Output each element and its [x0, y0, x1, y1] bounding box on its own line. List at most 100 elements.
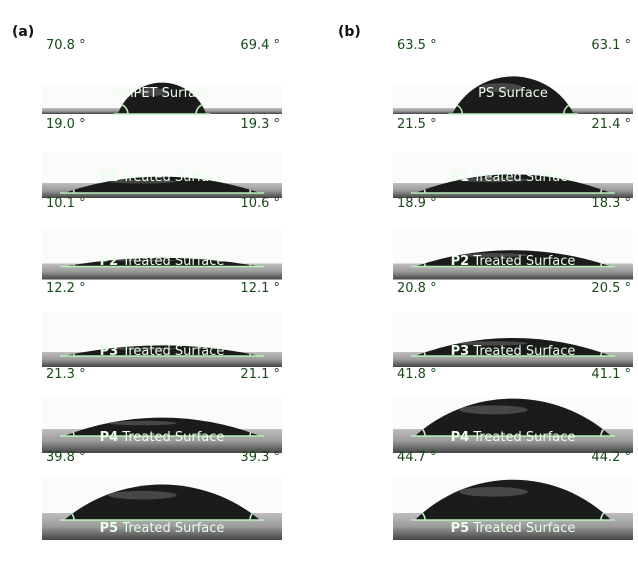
angle-marker — [120, 103, 129, 115]
angle-marker — [600, 352, 603, 357]
surface-caption: P2 Treated Surface — [393, 254, 633, 270]
treatment-prefix: P3 — [99, 344, 119, 359]
angle-marker — [423, 189, 426, 194]
treatment-prefix: P4 — [450, 430, 470, 445]
surface-caption: P4 Treated Surface — [393, 430, 633, 446]
surface-caption: P2 Treated Surface — [42, 254, 282, 270]
surface-caption: P5 Treated Surface — [42, 521, 282, 537]
left-contact-angle: 70.8 ° — [46, 38, 86, 53]
a-panel-4: 12.2 ° 12.1 ° P3 Treated Surface — [42, 281, 282, 367]
angle-marker — [249, 432, 252, 437]
treatment-prefix: P5 — [450, 521, 470, 536]
treatment-prefix: P5 — [99, 521, 119, 536]
surface-caption: amPET Surface — [42, 86, 282, 102]
right-contact-angle: 69.4 ° — [240, 38, 280, 53]
angle-marker — [600, 512, 605, 521]
left-contact-angle: 18.9 ° — [397, 196, 437, 211]
right-contact-angle: 12.1 ° — [240, 281, 280, 296]
treatment-prefix: P4 — [99, 430, 119, 445]
right-contact-angle: 63.1 ° — [591, 38, 631, 53]
right-contact-angle: 44.2 ° — [591, 450, 631, 465]
b-panel-4: 20.8 ° 20.5 ° P3 Treated Surface — [393, 281, 633, 367]
surface-caption: P1 Treated Surface — [393, 170, 633, 186]
angle-marker — [249, 513, 253, 521]
left-contact-angle: 10.1 ° — [46, 196, 86, 211]
right-contact-angle: 19.3 ° — [240, 117, 280, 132]
left-contact-angle: 63.5 ° — [397, 38, 437, 53]
angle-marker — [195, 103, 204, 115]
right-contact-angle: 41.1 ° — [591, 367, 631, 382]
a-panel-1: 70.8 ° 69.4 ° amPET Surface — [42, 34, 282, 115]
angle-marker — [600, 189, 603, 194]
treatment-prefix: P1 — [99, 170, 119, 185]
droplet-photo — [42, 312, 282, 367]
left-contact-angle: 39.8 ° — [46, 450, 86, 465]
a-panel-5: 21.3 ° 21.1 ° P4 Treated Surface — [42, 367, 282, 453]
surface-caption: PS Surface — [393, 86, 633, 102]
droplet-photo — [42, 398, 282, 453]
right-contact-angle: 18.3 ° — [591, 196, 631, 211]
b-panel-1: 63.5 ° 63.1 ° PS Surface — [393, 34, 633, 115]
left-contact-angle: 20.8 ° — [397, 281, 437, 296]
b-panel-2: 21.5 ° 21.4 ° P1 Treated Surface — [393, 117, 633, 198]
droplet-photo — [393, 477, 633, 540]
angle-marker — [423, 352, 426, 357]
right-contact-angle: 20.5 ° — [591, 281, 631, 296]
treatment-prefix: P3 — [450, 344, 470, 359]
right-contact-angle: 21.1 ° — [240, 367, 280, 382]
surface-caption: P5 Treated Surface — [393, 521, 633, 537]
left-contact-angle: 44.7 ° — [397, 450, 437, 465]
droplet-photo — [393, 229, 633, 280]
caption-text: Treated Surface — [118, 170, 225, 185]
caption-text: Treated Surface — [118, 521, 225, 536]
caption-text: amPET Surface — [112, 86, 212, 101]
surface-caption: P1 Treated Surface — [42, 170, 282, 186]
treatment-prefix: P2 — [450, 254, 470, 269]
surface-caption: P3 Treated Surface — [42, 344, 282, 360]
angle-marker — [72, 432, 75, 437]
substrate — [393, 263, 633, 280]
angle-marker — [562, 104, 570, 115]
b-panel-3: 18.9 ° 18.3 ° P2 Treated Surface — [393, 196, 633, 280]
angle-marker — [423, 263, 426, 267]
droplet-photo — [393, 312, 633, 367]
right-contact-angle: 21.4 ° — [591, 117, 631, 132]
caption-text: Treated Surface — [118, 430, 225, 445]
left-contact-angle: 21.5 ° — [397, 117, 437, 132]
angle-marker — [600, 428, 605, 437]
panel-label-a: (a) — [12, 24, 35, 40]
b-panel-5: 41.8 ° 41.1 ° P4 Treated Surface — [393, 367, 633, 453]
left-contact-angle: 19.0 ° — [46, 117, 86, 132]
droplet-photo — [42, 477, 282, 540]
caption-text: Treated Surface — [469, 430, 576, 445]
treatment-prefix: P2 — [99, 254, 119, 269]
droplet-photo — [393, 398, 633, 453]
angle-marker — [249, 189, 252, 194]
caption-text: Treated Surface — [469, 254, 576, 269]
a-panel-3: 10.1 ° 10.6 ° P2 Treated Surface — [42, 196, 282, 280]
surface-caption: P3 Treated Surface — [393, 344, 633, 360]
right-contact-angle: 39.3 ° — [240, 450, 280, 465]
caption-text: Treated Surface — [469, 521, 576, 536]
droplet-photo — [42, 82, 282, 115]
a-panel-6: 39.8 ° 39.3 ° P5 Treated Surface — [42, 450, 282, 540]
left-contact-angle: 21.3 ° — [46, 367, 86, 382]
substrate — [42, 263, 282, 280]
caption-text: Treated Surface — [118, 344, 225, 359]
caption-text: Treated Surface — [469, 344, 576, 359]
caption-text: Treated Surface — [469, 170, 576, 185]
panel-label-b: (b) — [338, 24, 361, 40]
angle-marker — [421, 512, 426, 521]
angle-marker — [600, 263, 603, 267]
droplet-photo — [42, 153, 282, 198]
a-panel-2: 19.0 ° 19.3 ° P1 Treated Surface — [42, 117, 282, 198]
droplet-photo — [393, 153, 633, 198]
surface-caption: P4 Treated Surface — [42, 430, 282, 446]
angle-marker — [72, 189, 75, 194]
angle-marker — [71, 513, 75, 521]
right-contact-angle: 10.6 ° — [240, 196, 280, 211]
treatment-prefix: P1 — [450, 170, 470, 185]
caption-text: PS Surface — [478, 86, 548, 101]
left-contact-angle: 41.8 ° — [397, 367, 437, 382]
b-panel-6: 44.7 ° 44.2 ° P5 Treated Surface — [393, 450, 633, 540]
